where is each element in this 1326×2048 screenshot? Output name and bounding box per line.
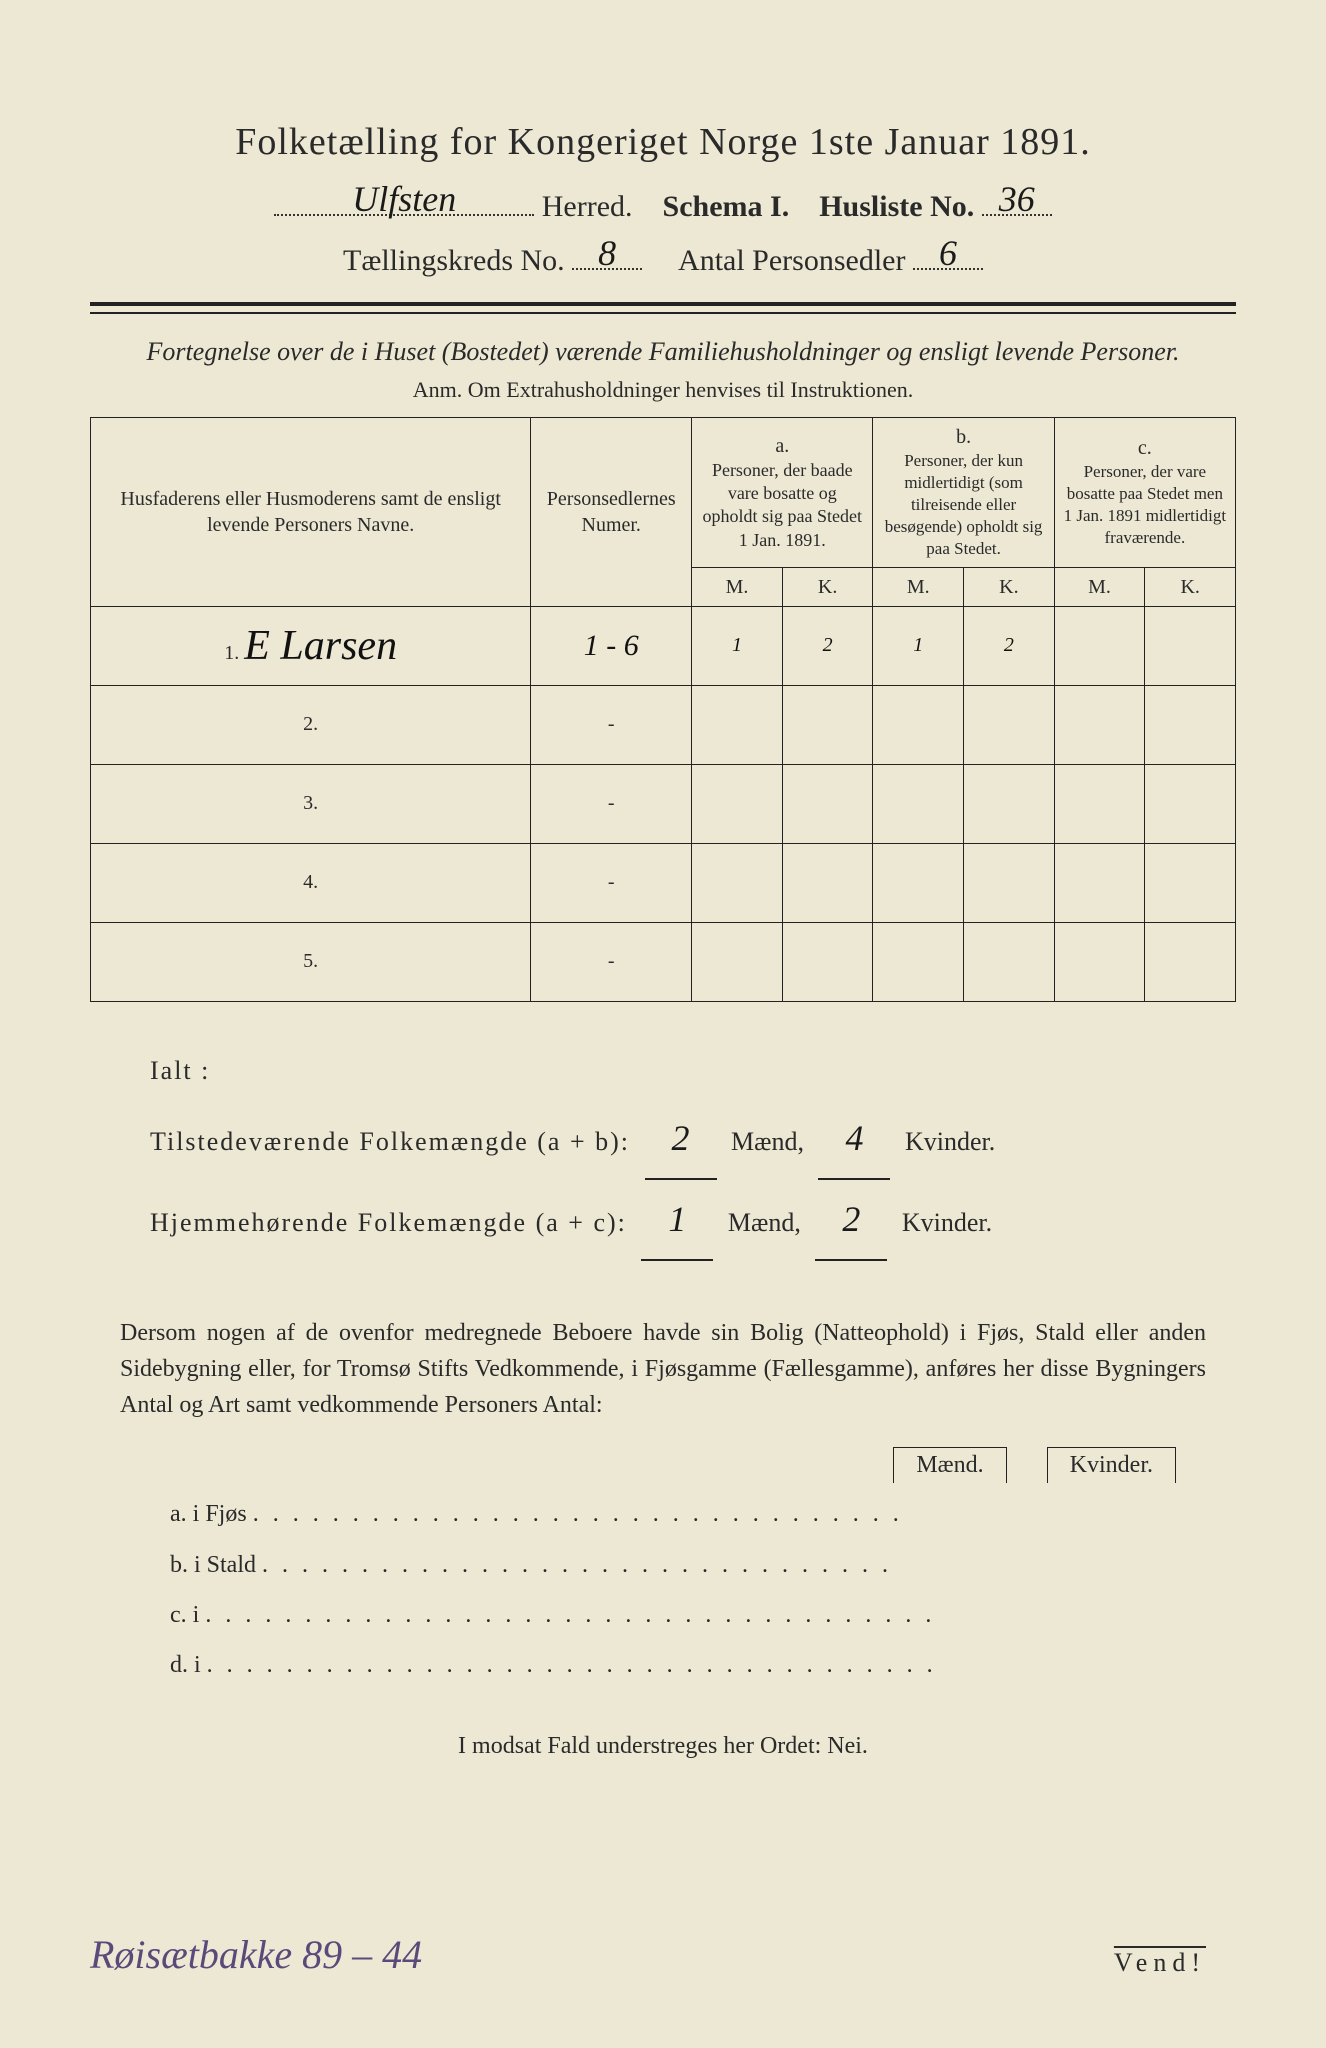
row-1-cK	[1145, 606, 1236, 685]
sublist-d: d. i . . . . . . . . . . . . . . . . . .…	[170, 1640, 1236, 1690]
col-a-header: a. Personer, der baade vare bosatte og o…	[692, 418, 873, 567]
row-1-num: 1 - 6	[531, 606, 692, 685]
vend-label: Vend!	[1114, 1948, 1206, 1978]
intro-text: Fortegnelse over de i Huset (Bostedet) v…	[130, 334, 1196, 369]
col-a-k: K.	[782, 567, 873, 606]
husliste-no: 36	[982, 178, 1052, 220]
totals-line-1: Tilstedeværende Folkemængde (a + b): 2 M…	[150, 1099, 1236, 1180]
total-ac-k: 2	[815, 1180, 887, 1261]
footer-nei: I modsat Fald understreges her Ordet: Ne…	[90, 1733, 1236, 1760]
sublist-c: c. i . . . . . . . . . . . . . . . . . .…	[170, 1590, 1236, 1640]
row-1-bM: 1	[873, 606, 964, 685]
census-table: Husfaderens eller Husmoderens samt de en…	[90, 417, 1236, 1001]
table-row: 1. E Larsen 1 - 6 1 2 1 2	[91, 606, 1236, 685]
mk-header: Mænd. Kvinder.	[90, 1447, 1176, 1483]
row-1-cM	[1054, 606, 1145, 685]
kvinder-col-label: Kvinder.	[1047, 1447, 1176, 1483]
antal-label: Antal Personsedler	[678, 244, 905, 277]
row-1-name: 1. E Larsen	[91, 606, 531, 685]
col-b-k: K.	[964, 567, 1055, 606]
col-c-header: c. Personer, der vare bosatte paa Stedet…	[1054, 418, 1235, 567]
totals-block: Ialt : Tilstedeværende Folkemængde (a + …	[90, 1042, 1236, 1262]
building-sublist: a. i Fjøs . . . . . . . . . . . . . . . …	[170, 1489, 1236, 1691]
total-ac-m: 1	[641, 1180, 713, 1261]
herred-handwritten: Ulfsten	[274, 178, 534, 220]
col-a-m: M.	[692, 567, 783, 606]
totals-line-2: Hjemmehørende Folkemængde (a + c): 1 Mæn…	[150, 1180, 1236, 1261]
table-row: 3. -	[91, 764, 1236, 843]
col-c-m: M.	[1054, 567, 1145, 606]
bottom-handwritten-note: Røisætbakke 89 – 44	[90, 1931, 422, 1978]
kreds-label: Tællingskreds No.	[343, 244, 565, 277]
header-line-1: Ulfsten Herred. Schema I. Husliste No. 3…	[90, 184, 1236, 224]
herred-label: Herred.	[542, 190, 633, 223]
col-name-header: Husfaderens eller Husmoderens samt de en…	[91, 418, 531, 606]
sublist-b: b. i Stald . . . . . . . . . . . . . . .…	[170, 1540, 1236, 1590]
maend-col-label: Mænd.	[893, 1447, 1006, 1483]
col-b-m: M.	[873, 567, 964, 606]
row-1-aM: 1	[692, 606, 783, 685]
table-row: 2. -	[91, 685, 1236, 764]
header-line-2: Tællingskreds No. 8 Antal Personsedler 6	[90, 238, 1236, 278]
table-row: 4. -	[91, 843, 1236, 922]
antal-no: 6	[913, 232, 983, 274]
side-building-paragraph: Dersom nogen af de ovenfor medregnede Be…	[120, 1315, 1206, 1423]
ialt-label: Ialt :	[150, 1042, 1236, 1099]
page-title: Folketælling for Kongeriget Norge 1ste J…	[90, 120, 1236, 164]
table-row: 5. -	[91, 922, 1236, 1001]
total-ab-k: 4	[818, 1099, 890, 1180]
col-b-header: b. Personer, der kun midlertidigt (som t…	[873, 418, 1054, 567]
total-ab-m: 2	[645, 1099, 717, 1180]
census-form-page: Folketælling for Kongeriget Norge 1ste J…	[0, 0, 1326, 2048]
row-1-aK: 2	[782, 606, 873, 685]
husliste-label: Husliste No.	[819, 190, 974, 223]
schema-label: Schema I.	[663, 190, 790, 223]
kreds-no: 8	[572, 232, 642, 274]
col-c-k: K.	[1145, 567, 1236, 606]
sublist-a: a. i Fjøs . . . . . . . . . . . . . . . …	[170, 1489, 1236, 1539]
table-header-row-1: Husfaderens eller Husmoderens samt de en…	[91, 418, 1236, 567]
divider-rule	[90, 302, 1236, 314]
row-1-bK: 2	[964, 606, 1055, 685]
anm-text: Anm. Om Extrahusholdninger henvises til …	[90, 377, 1236, 403]
col-num-header: Personsedlernes Numer.	[531, 418, 692, 606]
